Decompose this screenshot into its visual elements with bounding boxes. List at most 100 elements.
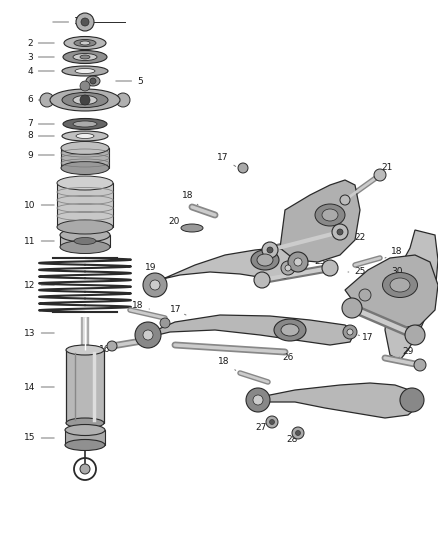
Circle shape [150,280,160,290]
Text: 15: 15 [24,433,54,442]
Ellipse shape [181,224,203,232]
Ellipse shape [61,161,109,174]
Circle shape [116,93,130,107]
Ellipse shape [73,95,97,104]
Text: 4: 4 [27,67,54,76]
Text: 20: 20 [168,217,187,228]
Circle shape [322,260,338,276]
Circle shape [347,329,353,335]
Ellipse shape [80,55,90,59]
Polygon shape [60,235,110,247]
Circle shape [269,419,275,424]
Text: 17: 17 [358,334,374,343]
Ellipse shape [65,424,105,435]
Text: 22: 22 [348,233,366,243]
Circle shape [107,341,117,351]
Text: 6: 6 [27,95,54,104]
Text: 27: 27 [255,420,270,432]
Text: 1: 1 [53,18,80,27]
Circle shape [337,229,343,235]
Ellipse shape [76,133,94,139]
Ellipse shape [75,69,95,74]
Ellipse shape [257,254,273,266]
Circle shape [414,359,426,371]
Polygon shape [280,180,360,262]
Circle shape [340,195,350,205]
Ellipse shape [62,93,108,108]
Circle shape [81,18,89,26]
Circle shape [80,81,90,91]
Circle shape [40,93,54,107]
Ellipse shape [74,238,96,245]
Circle shape [76,13,94,31]
Ellipse shape [62,131,108,141]
Text: 23: 23 [308,257,326,266]
Circle shape [281,261,295,275]
Ellipse shape [63,118,107,130]
Ellipse shape [60,228,110,242]
Text: 18: 18 [218,358,236,370]
Circle shape [343,325,357,339]
Ellipse shape [251,250,279,270]
Text: 18: 18 [132,301,149,310]
Ellipse shape [62,66,108,76]
Ellipse shape [73,121,97,127]
Polygon shape [138,315,355,345]
Text: 16: 16 [99,345,117,354]
Text: 25: 25 [348,268,366,277]
Text: 30: 30 [385,268,403,278]
Circle shape [80,464,90,474]
Text: 2: 2 [27,38,54,47]
Circle shape [296,431,300,435]
Text: 11: 11 [24,237,54,246]
Circle shape [294,258,302,266]
Circle shape [400,388,424,412]
Circle shape [80,95,90,105]
Circle shape [253,395,263,405]
Text: 5: 5 [116,77,143,85]
Ellipse shape [74,39,96,46]
Circle shape [292,427,304,439]
Ellipse shape [315,204,345,226]
Ellipse shape [61,141,109,155]
Polygon shape [145,248,305,290]
Text: 28: 28 [286,432,298,445]
Polygon shape [255,383,420,418]
Circle shape [342,298,362,318]
Ellipse shape [65,440,105,450]
Circle shape [267,247,273,253]
Circle shape [238,163,248,173]
Ellipse shape [63,51,107,63]
Polygon shape [345,255,438,328]
Circle shape [288,252,308,272]
Text: 9: 9 [27,150,54,159]
Polygon shape [65,430,105,445]
Text: 12: 12 [25,280,54,289]
Text: 29: 29 [398,348,413,358]
Text: 14: 14 [25,383,54,392]
Ellipse shape [274,319,306,341]
Ellipse shape [66,345,104,355]
Ellipse shape [390,278,410,292]
Polygon shape [57,183,113,227]
Ellipse shape [382,272,417,297]
Circle shape [285,265,291,271]
Circle shape [262,242,278,258]
Text: 3: 3 [27,52,54,61]
Text: 7: 7 [27,119,54,128]
Ellipse shape [80,41,90,45]
Text: 18: 18 [182,190,198,205]
Circle shape [359,289,371,301]
Ellipse shape [281,324,299,336]
Text: 17: 17 [170,305,186,315]
Circle shape [143,273,167,297]
Text: 26: 26 [280,350,294,362]
Ellipse shape [57,220,113,234]
Text: 18: 18 [385,247,403,258]
Circle shape [246,388,270,412]
Ellipse shape [50,89,120,111]
Ellipse shape [86,76,100,86]
Ellipse shape [73,53,97,61]
Polygon shape [385,230,438,360]
Circle shape [332,224,348,240]
